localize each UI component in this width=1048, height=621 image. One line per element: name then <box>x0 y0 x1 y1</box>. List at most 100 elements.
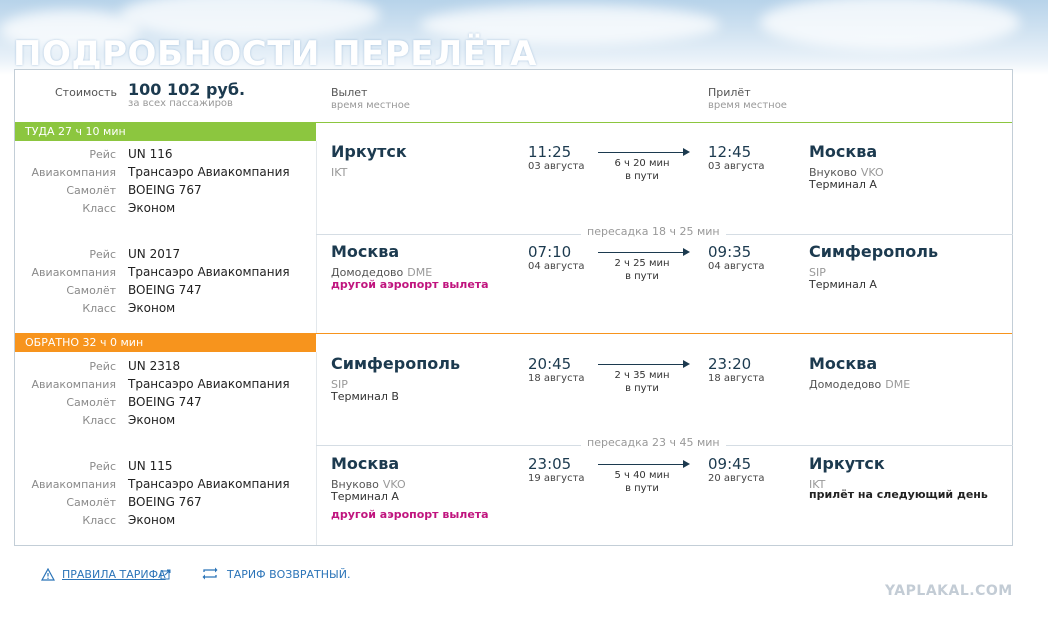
price-value: 100 102 руб. <box>128 80 246 99</box>
aircraft-type-label: Самолёт <box>66 284 116 297</box>
aircraft-type-label: Самолёт <box>66 496 116 509</box>
page-title: ПОДРОБНОСТИ ПЕРЕЛЁТА <box>13 34 537 74</box>
flight-arrow-icon <box>598 147 690 157</box>
departure-airport-code: DME <box>407 266 433 279</box>
airline-name: Трансаэро Авиакомпания <box>128 265 290 279</box>
arrival-airport: Внуково <box>809 166 857 179</box>
departure-airport: Внуково <box>331 478 379 491</box>
cabin-class-label: Класс <box>82 302 116 315</box>
fare-rules-link[interactable]: ПРАВИЛА ТАРИФА <box>62 568 166 581</box>
price-note: за всех пассажиров <box>128 98 233 109</box>
arrival-airport-code: DME <box>885 378 911 391</box>
arrival-airport-line: Внуково VKO <box>809 161 884 180</box>
departure-city: Иркутск <box>331 142 407 161</box>
cabin-class: Эконом <box>128 413 176 427</box>
arrival-time: 12:45 <box>708 143 752 161</box>
transfer-info: пересадка 23 ч 45 мин <box>581 436 726 449</box>
flight-number-label: Рейс <box>89 460 116 473</box>
departure-airport-line: SIP <box>331 373 348 392</box>
external-link-icon[interactable] <box>160 569 171 580</box>
flight-duration: 2 ч 25 мин <box>614 258 670 269</box>
arrival-time: 23:20 <box>708 355 752 373</box>
airline-name-label: Авиакомпания <box>31 266 116 279</box>
return-band: ОБРАТНО 32 ч 0 мин <box>15 334 316 352</box>
arrival-airport-code: SIP <box>809 266 826 279</box>
cabin-class: Эконом <box>128 201 176 215</box>
departure-date: 04 августа <box>528 261 585 272</box>
warning-triangle-icon <box>41 568 55 581</box>
flight-number: UN 2017 <box>128 247 181 261</box>
arrival-airport-line: IKT <box>809 473 825 492</box>
arrive-column-note: время местное <box>708 100 787 111</box>
arrival-date: 03 августа <box>708 161 765 172</box>
arrival-time: 09:35 <box>708 243 752 261</box>
flight-number-label: Рейс <box>89 148 116 161</box>
departure-city: Симферополь <box>331 354 461 373</box>
outbound-band: ТУДА 27 ч 10 мин <box>15 123 316 141</box>
arrival-terminal: Терминал A <box>809 278 877 291</box>
flight-details-panel: Стоимость 100 102 руб. за всех пассажиро… <box>14 69 1013 546</box>
aircraft-type-label: Самолёт <box>66 396 116 409</box>
aircraft-type: BOEING 767 <box>128 495 202 509</box>
aircraft-type: BOEING 747 <box>128 283 202 297</box>
departure-time: 20:45 <box>528 355 572 373</box>
departure-city: Москва <box>331 242 400 261</box>
depart-column-label: Вылет <box>331 86 368 99</box>
arrival-date: 04 августа <box>708 261 765 272</box>
departure-date: 18 августа <box>528 373 585 384</box>
arrival-city: Москва <box>809 354 878 373</box>
flight-duration: 2 ч 35 мин <box>614 370 670 381</box>
arrival-airport-line: Домодедово DME <box>809 373 910 392</box>
departure-date: 03 августа <box>528 161 585 172</box>
airline-name-label: Авиакомпания <box>31 478 116 491</box>
arrival-time: 09:45 <box>708 455 752 473</box>
arrival-airport-code: VKO <box>860 166 884 179</box>
departure-time: 11:25 <box>528 143 572 161</box>
arrival-city: Москва <box>809 142 878 161</box>
flight-arrow-icon <box>598 247 690 257</box>
airline-name: Трансаэро Авиакомпания <box>128 165 290 179</box>
aircraft-type: BOEING 747 <box>128 395 202 409</box>
depart-column-note: время местное <box>331 100 410 111</box>
cabin-class: Эконом <box>128 513 176 527</box>
different-airport-warning: другой аэропорт вылета <box>331 278 489 291</box>
flight-number-label: Рейс <box>89 360 116 373</box>
departure-airport-code: VKO <box>382 478 406 491</box>
return-arrows-icon <box>202 567 218 580</box>
flight-number: UN 2318 <box>128 359 181 373</box>
flight-duration-note: в пути <box>625 383 659 394</box>
arrival-date: 20 августа <box>708 473 765 484</box>
arrival-city: Симферополь <box>809 242 939 261</box>
flight-number: UN 116 <box>128 147 173 161</box>
flight-arrow-icon <box>598 459 690 469</box>
flight-duration-note: в пути <box>625 483 659 494</box>
departure-time: 07:10 <box>528 243 572 261</box>
arrival-city: Иркутск <box>809 454 885 473</box>
departure-terminal: Терминал A <box>331 490 399 503</box>
aircraft-type: BOEING 767 <box>128 183 202 197</box>
transfer-info: пересадка 18 ч 25 мин <box>581 225 726 238</box>
arrival-airport-code: IKT <box>809 478 826 491</box>
sky-header-background <box>0 0 1048 75</box>
departure-city: Москва <box>331 454 400 473</box>
next-day-arrival-note: прилёт на следующий день <box>809 488 988 501</box>
airline-name-label: Авиакомпания <box>31 378 116 391</box>
airline-name-label: Авиакомпания <box>31 166 116 179</box>
arrive-column-label: Прилёт <box>708 86 751 99</box>
departure-airport: Домодедово <box>331 266 404 279</box>
flight-number-label: Рейс <box>89 248 116 261</box>
price-label: Стоимость <box>55 86 117 99</box>
departure-airport-line: IKT <box>331 161 347 180</box>
arrival-airport: Домодедово <box>809 378 882 391</box>
departure-airport-line: Домодедово DME <box>331 261 432 280</box>
cabin-class-label: Класс <box>82 514 116 527</box>
arrival-date: 18 августа <box>708 373 765 384</box>
airline-name: Трансаэро Авиакомпания <box>128 377 290 391</box>
departure-time: 23:05 <box>528 455 572 473</box>
fare-type-text: ТАРИФ ВОЗВРАТНЫЙ. <box>227 568 351 581</box>
cabin-class: Эконом <box>128 301 176 315</box>
airline-name: Трансаэро Авиакомпания <box>128 477 290 491</box>
arrival-terminal: Терминал A <box>809 178 877 191</box>
different-airport-warning: другой аэропорт вылета <box>331 508 489 521</box>
flight-arrow-icon <box>598 359 690 369</box>
